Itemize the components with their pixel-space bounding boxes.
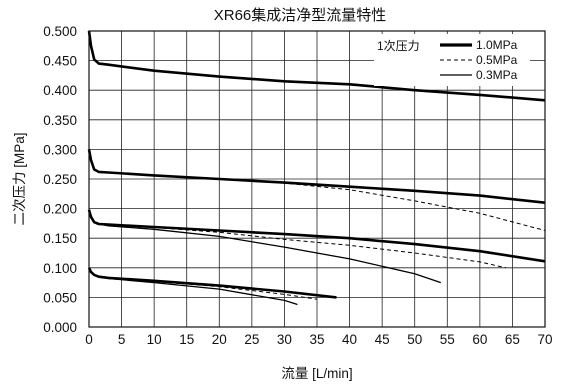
x-tick-label: 0 <box>85 332 93 347</box>
y-tick-label: 0.500 <box>43 24 77 39</box>
x-tick-label: 55 <box>440 332 455 347</box>
x-tick-label: 50 <box>407 332 422 347</box>
x-tick-label: 70 <box>537 332 552 347</box>
y-tick-label: 0.300 <box>43 142 77 157</box>
curve-0-5mpa-set-0-15 <box>88 209 507 269</box>
y-tick-label: 0.450 <box>43 54 77 69</box>
x-tick-label: 20 <box>212 332 227 347</box>
curve-1-0mpa-set-0-075 <box>87 267 337 299</box>
y-tick-label: 0.200 <box>43 202 77 217</box>
x-tick-label: 25 <box>244 332 259 347</box>
plot-frame <box>88 30 546 328</box>
y-axis-label: 二次压力 [MPa] <box>12 132 27 225</box>
curve-0-5mpa-set-0-25 <box>88 149 546 231</box>
x-tick-label: 35 <box>309 332 324 347</box>
legend-label-1: 1.0MPa <box>476 38 518 52</box>
y-tick-label: 0.350 <box>43 113 77 128</box>
legend-label-2: 0.5MPa <box>476 53 518 67</box>
x-tick-label: 40 <box>342 332 357 347</box>
y-tick-label: 0.000 <box>43 320 77 335</box>
curve-0-3mpa-set-0-15 <box>88 209 442 284</box>
y-tick-label: 0.250 <box>43 172 77 187</box>
legend-title: 1次压力 <box>377 39 420 53</box>
legend-label-3: 0.3MPa <box>476 68 518 82</box>
x-tick-label: 45 <box>375 332 390 347</box>
x-tick-label: 30 <box>277 332 292 347</box>
legend: 1次压力 1.0MPa 0.5MPa 0.3MPa <box>374 34 530 86</box>
x-tick-label: 10 <box>147 332 162 347</box>
x-tick-label: 65 <box>505 332 520 347</box>
x-tick-label: 5 <box>118 332 126 347</box>
tick-labels: 0 5 10 15 20 25 30 35 40 45 50 55 60 65 70 0.000 0.050 0.… <box>43 24 552 347</box>
curve-0-3mpa-set-0-075 <box>88 267 298 306</box>
y-tick-label: 0.400 <box>43 83 77 98</box>
x-tick-label: 15 <box>179 332 194 347</box>
x-tick-label: 60 <box>472 332 487 347</box>
y-tick-label: 0.050 <box>43 290 77 305</box>
x-axis-label: 流量 [L/min] <box>281 366 352 381</box>
y-tick-label: 0.100 <box>43 261 77 276</box>
legend-background <box>374 34 530 86</box>
y-tick-label: 0.150 <box>43 231 77 246</box>
curve-1-0mpa-set-0-4 <box>87 30 546 102</box>
chart-title: XR66集成洁净型流量特性 <box>214 7 387 24</box>
curves <box>87 30 546 306</box>
